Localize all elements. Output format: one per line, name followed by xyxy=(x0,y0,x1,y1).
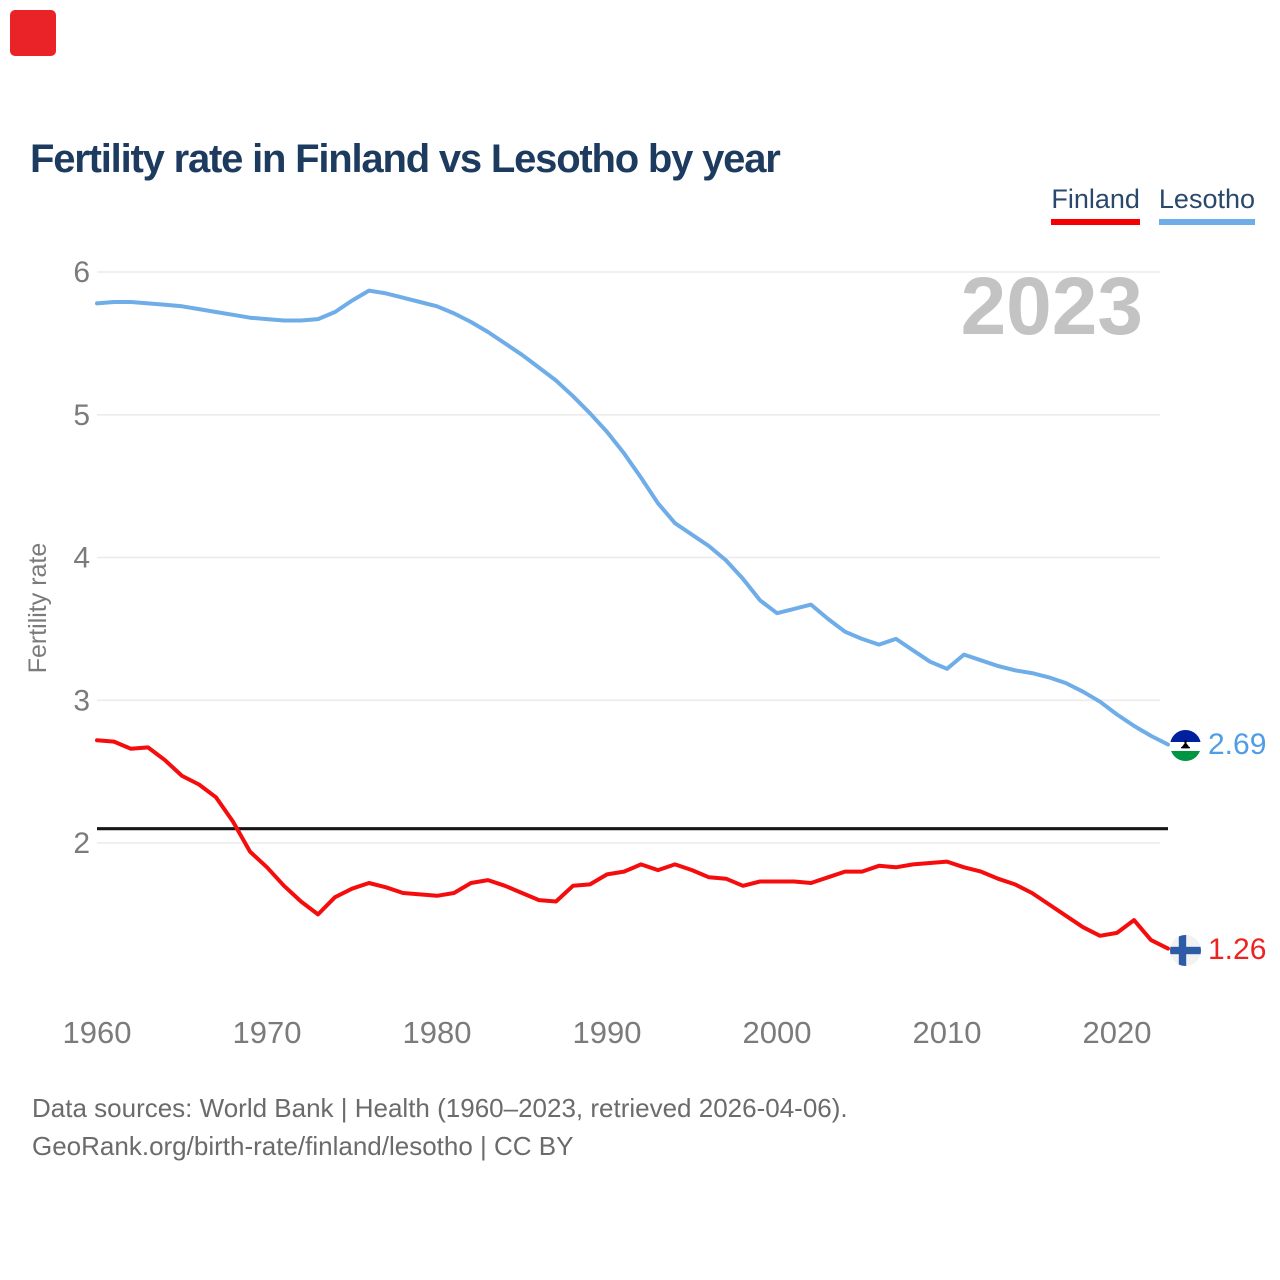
legend-label-finland: Finland xyxy=(1051,184,1140,214)
lesotho-flag-icon xyxy=(1170,729,1201,761)
footer-sources-line: Data sources: World Bank | Health (1960–… xyxy=(32,1093,848,1123)
x-tick-label: 1980 xyxy=(403,1015,472,1050)
y-tick-label: 5 xyxy=(73,399,90,432)
end-label-lesotho: 2.69 xyxy=(1170,728,1267,761)
x-tick-label: 2010 xyxy=(913,1015,982,1050)
legend-item-finland[interactable]: Finland xyxy=(1051,184,1140,225)
logo-square xyxy=(10,10,56,56)
y-tick-label: 3 xyxy=(73,684,90,717)
y-tick-label: 6 xyxy=(73,256,90,289)
finland-line xyxy=(95,738,1170,951)
y-axis-title: Fertility rate xyxy=(24,543,52,674)
legend-item-lesotho[interactable]: Lesotho xyxy=(1158,184,1255,225)
footer-url-line: GeoRank.org/birth-rate/finland/lesotho |… xyxy=(32,1131,574,1161)
legend-label-lesotho: Lesotho xyxy=(1158,184,1255,214)
lesotho-end-value: 2.69 xyxy=(1208,728,1267,761)
lesotho-line xyxy=(95,288,1170,747)
x-tick-label: 1960 xyxy=(63,1015,132,1050)
x-tick-label: 2000 xyxy=(743,1015,812,1050)
y-tick-label: 2 xyxy=(73,827,90,860)
x-tick-label: 1970 xyxy=(233,1015,302,1050)
page-title: Fertility rate in Finland vs Lesotho by … xyxy=(30,136,781,181)
finland-flag-icon xyxy=(1170,934,1201,966)
x-tick-label: 2020 xyxy=(1083,1015,1152,1050)
footer: Data sources: World Bank | Health (1960–… xyxy=(32,1089,848,1165)
legend: Finland Lesotho xyxy=(1051,184,1255,225)
x-tick-label: 1990 xyxy=(573,1015,642,1050)
y-tick-label: 4 xyxy=(73,542,90,575)
year-watermark: 2023 xyxy=(960,261,1143,352)
end-label-finland: 1.26 xyxy=(1170,933,1267,966)
finland-end-value: 1.26 xyxy=(1208,933,1267,966)
